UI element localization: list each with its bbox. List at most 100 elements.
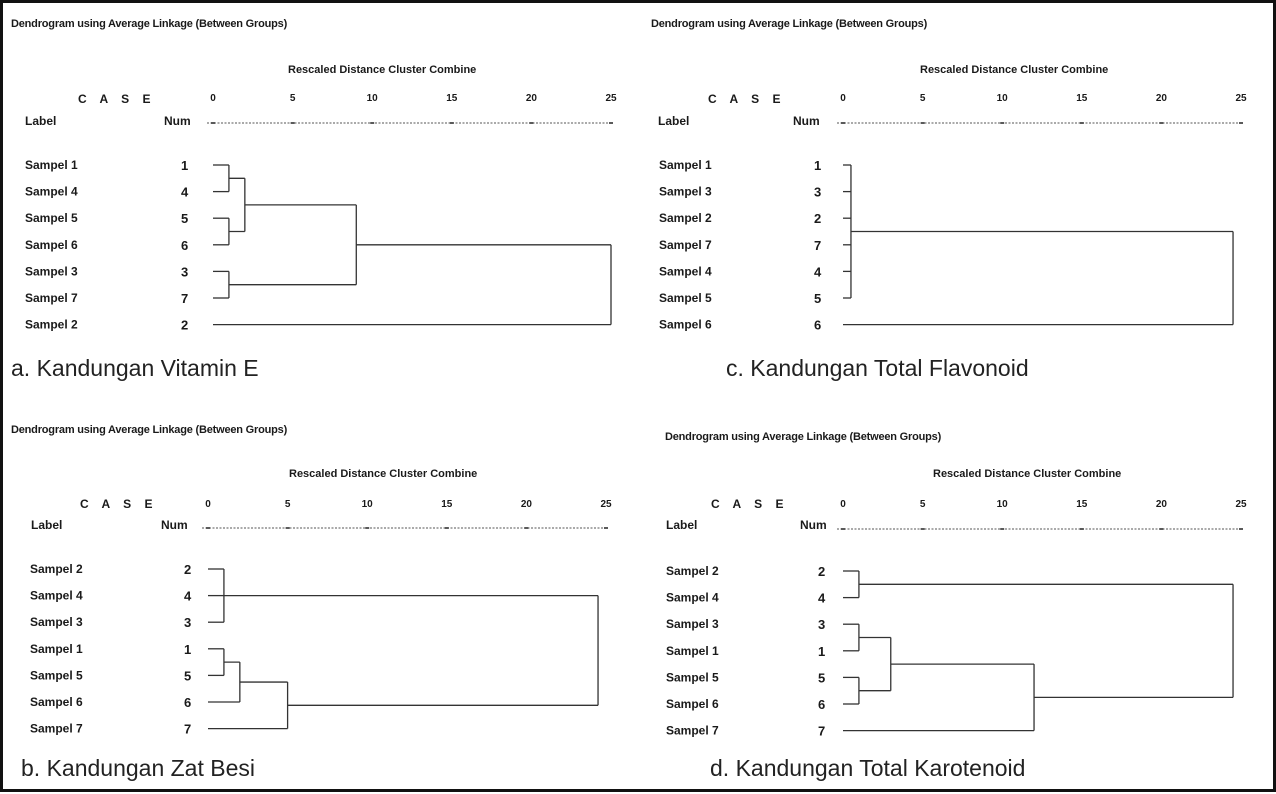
case-number: 7: [814, 238, 821, 253]
axis-tick-label: 20: [1156, 499, 1168, 510]
case-label: Sampel 2: [30, 562, 83, 576]
case-number: 5: [181, 211, 188, 226]
case-label: Sampel 5: [666, 670, 719, 684]
case-label: Sampel 4: [666, 591, 719, 605]
case-label: Sampel 3: [666, 617, 719, 631]
case-label: Sampel 2: [666, 564, 719, 578]
case-label: Sampel 3: [659, 185, 712, 199]
dendrogram-figure: Dendrogram using Average Linkage (Betwee…: [11, 18, 1247, 781]
axis-tick-label: 15: [1076, 499, 1088, 510]
case-label: Sampel 6: [666, 697, 719, 711]
axis-tick-label: 5: [290, 93, 296, 104]
case-number: 4: [814, 264, 822, 279]
case-label: Sampel 1: [666, 644, 719, 658]
panel-heading: Dendrogram using Average Linkage (Betwee…: [651, 18, 928, 30]
case-label: Sampel 4: [30, 589, 83, 603]
case-number: 7: [818, 724, 825, 739]
case-label: Sampel 6: [30, 695, 83, 709]
label-column-header: Label: [31, 518, 62, 532]
case-label: Sampel 5: [659, 291, 712, 305]
case-number: 3: [184, 615, 191, 630]
case-header: C A S E: [711, 497, 788, 511]
case-number: 3: [814, 185, 821, 200]
axis-tick-label: 10: [367, 93, 379, 104]
case-label: Sampel 4: [25, 185, 78, 199]
panel-caption: b. Kandungan Zat Besi: [21, 755, 255, 781]
num-column-header: Num: [164, 114, 191, 128]
axis-tick-label: 25: [1235, 499, 1247, 510]
case-number: 1: [184, 642, 191, 657]
axis-tick-label: 15: [1076, 93, 1088, 104]
axis-tick-label: 25: [1235, 93, 1247, 104]
case-label: Sampel 7: [30, 722, 83, 736]
case-number: 1: [814, 158, 821, 173]
num-column-header: Num: [161, 518, 188, 532]
panel-caption: a. Kandungan Vitamin E: [11, 355, 259, 381]
case-header: C A S E: [80, 497, 157, 511]
axis-tick-label: 25: [605, 93, 617, 104]
case-label: Sampel 2: [25, 318, 78, 332]
axis-tick-label: 0: [205, 499, 211, 510]
case-label: Sampel 4: [659, 264, 712, 278]
case-label: Sampel 2: [659, 211, 712, 225]
num-column-header: Num: [793, 114, 820, 128]
axis-title: Rescaled Distance Cluster Combine: [933, 468, 1121, 480]
axis-tick-label: 20: [521, 499, 533, 510]
num-column-header: Num: [800, 518, 827, 532]
axis-tick-label: 10: [362, 499, 374, 510]
case-number: 5: [818, 670, 825, 685]
case-number: 7: [184, 722, 191, 737]
case-header: C A S E: [78, 92, 155, 106]
panel-heading: Dendrogram using Average Linkage (Betwee…: [11, 18, 288, 30]
dendrogram-panel-b: Dendrogram using Average Linkage (Betwee…: [11, 424, 612, 781]
case-number: 2: [814, 211, 821, 226]
case-number: 6: [184, 695, 191, 710]
case-label: Sampel 1: [30, 642, 83, 656]
case-number: 3: [181, 264, 188, 279]
axis-title: Rescaled Distance Cluster Combine: [288, 64, 476, 76]
case-number: 6: [181, 238, 188, 253]
axis-tick-label: 10: [997, 93, 1009, 104]
axis-tick-label: 25: [600, 499, 612, 510]
axis-title: Rescaled Distance Cluster Combine: [920, 64, 1108, 76]
label-column-header: Label: [25, 114, 56, 128]
case-number: 2: [818, 564, 825, 579]
case-number: 4: [818, 591, 826, 606]
axis-tick-label: 10: [997, 499, 1009, 510]
label-column-header: Label: [658, 114, 689, 128]
case-label: Sampel 1: [25, 158, 78, 172]
case-label: Sampel 6: [25, 238, 78, 252]
dendrogram-panel-a: Dendrogram using Average Linkage (Betwee…: [11, 18, 617, 381]
panel-heading: Dendrogram using Average Linkage (Betwee…: [665, 431, 942, 443]
label-column-header: Label: [666, 518, 697, 532]
case-label: Sampel 5: [30, 668, 83, 682]
axis-title: Rescaled Distance Cluster Combine: [289, 468, 477, 480]
case-number: 7: [181, 291, 188, 306]
axis-tick-label: 15: [441, 499, 453, 510]
case-number: 1: [818, 644, 825, 659]
case-number: 6: [818, 697, 825, 712]
axis-tick-label: 5: [920, 499, 926, 510]
case-number: 4: [181, 185, 189, 200]
case-number: 2: [184, 562, 191, 577]
panel-caption: c. Kandungan Total Flavonoid: [726, 355, 1029, 381]
case-number: 1: [181, 158, 188, 173]
case-label: Sampel 7: [659, 238, 712, 252]
case-label: Sampel 3: [25, 264, 78, 278]
case-number: 5: [184, 668, 191, 683]
case-label: Sampel 1: [659, 158, 712, 172]
case-number: 2: [181, 318, 188, 333]
case-label: Sampel 6: [659, 318, 712, 332]
axis-tick-label: 5: [285, 499, 291, 510]
panel-caption: d. Kandungan Total Karotenoid: [710, 755, 1025, 781]
case-label: Sampel 7: [25, 291, 78, 305]
case-label: Sampel 7: [666, 724, 719, 738]
panel-heading: Dendrogram using Average Linkage (Betwee…: [11, 424, 288, 436]
case-label: Sampel 3: [30, 615, 83, 629]
axis-tick-label: 20: [1156, 93, 1168, 104]
case-header: C A S E: [708, 92, 785, 106]
dendrogram-panel-c: Dendrogram using Average Linkage (Betwee…: [651, 18, 1247, 381]
axis-tick-label: 20: [526, 93, 538, 104]
case-number: 6: [814, 318, 821, 333]
